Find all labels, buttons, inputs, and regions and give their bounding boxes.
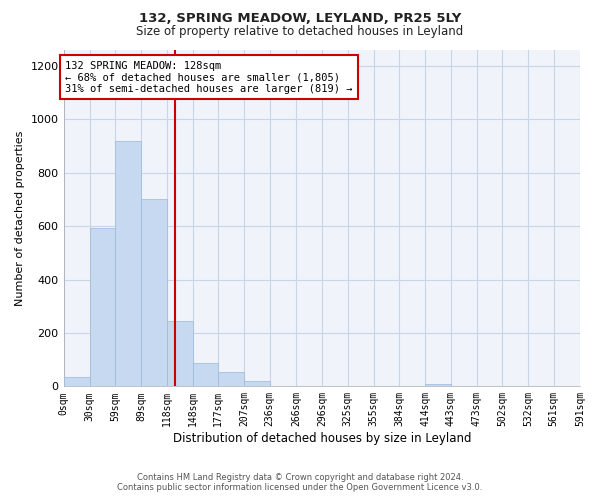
Bar bbox=[193, 363, 218, 386]
Bar bbox=[90, 228, 115, 386]
Bar bbox=[64, 377, 90, 386]
X-axis label: Distribution of detached houses by size in Leyland: Distribution of detached houses by size … bbox=[173, 432, 471, 445]
Bar bbox=[218, 372, 244, 386]
Bar bbox=[244, 381, 270, 386]
Bar bbox=[115, 141, 142, 386]
Bar bbox=[142, 200, 167, 386]
Text: 132 SPRING MEADOW: 128sqm
← 68% of detached houses are smaller (1,805)
31% of se: 132 SPRING MEADOW: 128sqm ← 68% of detac… bbox=[65, 60, 353, 94]
Text: Size of property relative to detached houses in Leyland: Size of property relative to detached ho… bbox=[136, 25, 464, 38]
Text: 132, SPRING MEADOW, LEYLAND, PR25 5LY: 132, SPRING MEADOW, LEYLAND, PR25 5LY bbox=[139, 12, 461, 26]
Bar bbox=[167, 321, 193, 386]
Y-axis label: Number of detached properties: Number of detached properties bbox=[15, 130, 25, 306]
Bar bbox=[425, 384, 451, 386]
Text: Contains HM Land Registry data © Crown copyright and database right 2024.
Contai: Contains HM Land Registry data © Crown c… bbox=[118, 473, 482, 492]
